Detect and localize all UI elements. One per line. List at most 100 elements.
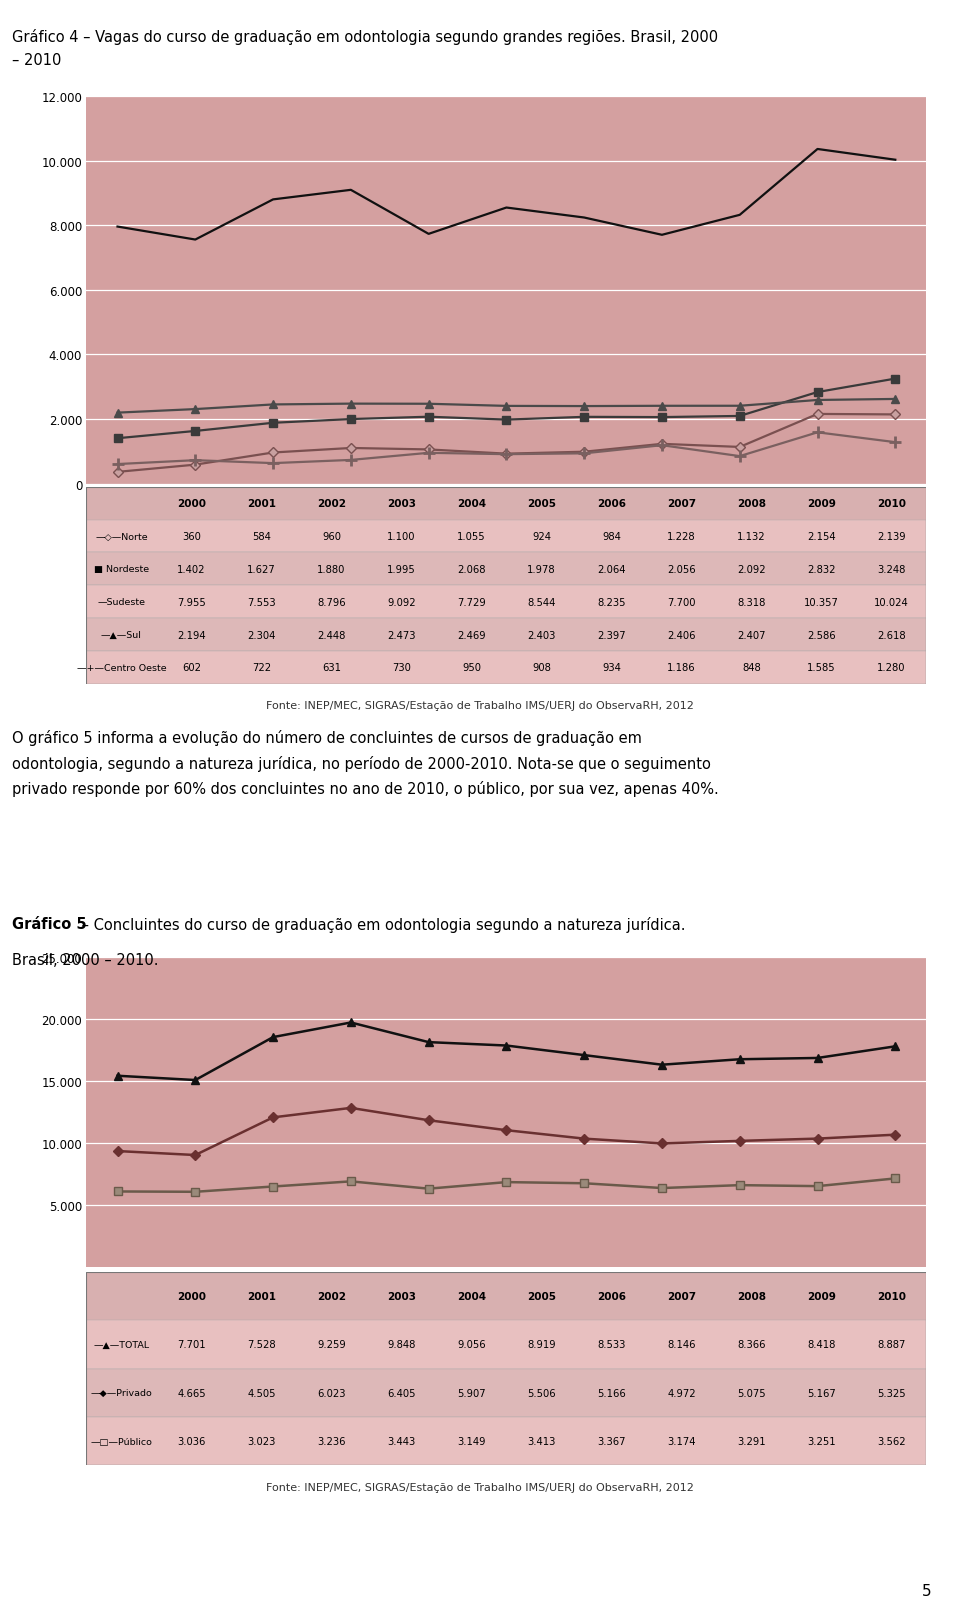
Text: 950: 950: [462, 663, 481, 673]
Bar: [86, 520, 926, 554]
Text: 9.092: 9.092: [387, 597, 416, 607]
Text: 2005: 2005: [527, 1291, 556, 1301]
Text: 3.562: 3.562: [877, 1436, 905, 1446]
Text: 984: 984: [602, 531, 621, 542]
Text: 3.023: 3.023: [248, 1436, 276, 1446]
Text: Brasil, 2000 – 2010.: Brasil, 2000 – 2010.: [12, 952, 158, 967]
Text: 3.291: 3.291: [737, 1436, 766, 1446]
Text: 2008: 2008: [737, 499, 766, 508]
Text: 1.402: 1.402: [178, 565, 205, 575]
Text: 2010: 2010: [876, 1291, 906, 1301]
Text: 4.972: 4.972: [667, 1388, 696, 1398]
Text: 2000: 2000: [177, 499, 205, 508]
Text: 2.064: 2.064: [597, 565, 626, 575]
Text: 7.528: 7.528: [247, 1340, 276, 1349]
Text: 2004: 2004: [457, 499, 486, 508]
Text: 3.367: 3.367: [597, 1436, 626, 1446]
Text: 2.469: 2.469: [457, 629, 486, 641]
Text: ■ Nordeste: ■ Nordeste: [94, 565, 149, 575]
Text: 8.533: 8.533: [597, 1340, 626, 1349]
Text: —▲—TOTAL: —▲—TOTAL: [93, 1340, 150, 1349]
Text: 6.405: 6.405: [387, 1388, 416, 1398]
Text: 2005: 2005: [527, 499, 556, 508]
Text: 8.796: 8.796: [317, 597, 346, 607]
Text: 8.887: 8.887: [877, 1340, 905, 1349]
Bar: [86, 1369, 926, 1417]
Text: 5.167: 5.167: [807, 1388, 836, 1398]
Text: 7.955: 7.955: [177, 597, 205, 607]
Text: 4.665: 4.665: [177, 1388, 205, 1398]
Bar: [86, 618, 926, 652]
Text: 1.978: 1.978: [527, 565, 556, 575]
Bar: [86, 1272, 926, 1320]
Text: 584: 584: [252, 531, 271, 542]
Text: 3.413: 3.413: [527, 1436, 556, 1446]
Text: 3.443: 3.443: [387, 1436, 416, 1446]
Text: 3.236: 3.236: [317, 1436, 346, 1446]
Text: 2004: 2004: [457, 1291, 486, 1301]
Text: 1.995: 1.995: [387, 565, 416, 575]
Text: —+—Centro Oeste: —+—Centro Oeste: [77, 663, 166, 673]
Text: – Concluintes do curso de graduação em odontologia segundo a natureza jurídica.: – Concluintes do curso de graduação em o…: [77, 917, 685, 933]
Text: 2.139: 2.139: [877, 531, 905, 542]
Text: 3.248: 3.248: [877, 565, 905, 575]
Text: 2.618: 2.618: [877, 629, 905, 641]
Bar: [86, 586, 926, 618]
Text: 8.146: 8.146: [667, 1340, 696, 1349]
Text: 8.919: 8.919: [527, 1340, 556, 1349]
Text: 7.729: 7.729: [457, 597, 486, 607]
Text: 2001: 2001: [247, 499, 276, 508]
Text: 908: 908: [532, 663, 551, 673]
Text: —◇—Norte: —◇—Norte: [95, 533, 148, 541]
Bar: [86, 1417, 926, 1466]
Text: 2.056: 2.056: [667, 565, 696, 575]
Bar: [86, 487, 926, 520]
Text: 2.092: 2.092: [737, 565, 766, 575]
Text: 8.418: 8.418: [807, 1340, 835, 1349]
Text: 5.166: 5.166: [597, 1388, 626, 1398]
Text: 9.056: 9.056: [457, 1340, 486, 1349]
Text: 1.100: 1.100: [387, 531, 416, 542]
Bar: [86, 554, 926, 586]
Text: 924: 924: [532, 531, 551, 542]
Text: 2.403: 2.403: [527, 629, 556, 641]
Text: 7.700: 7.700: [667, 597, 696, 607]
Text: Fonte: INEP/MEC, SIGRAS/Estação de Trabalho IMS/UERJ do ObservaRH, 2012: Fonte: INEP/MEC, SIGRAS/Estação de Traba…: [266, 700, 694, 710]
Text: 2003: 2003: [387, 1291, 416, 1301]
Text: 2.448: 2.448: [317, 629, 346, 641]
Text: —◆—Privado: —◆—Privado: [90, 1388, 153, 1398]
Text: 848: 848: [742, 663, 760, 673]
Text: 7.553: 7.553: [247, 597, 276, 607]
Text: 8.235: 8.235: [597, 597, 626, 607]
Text: 3.036: 3.036: [178, 1436, 205, 1446]
Text: 5.075: 5.075: [737, 1388, 766, 1398]
Text: 7.701: 7.701: [177, 1340, 205, 1349]
Text: 1.585: 1.585: [807, 663, 836, 673]
Text: 4.505: 4.505: [247, 1388, 276, 1398]
Text: 5: 5: [922, 1583, 931, 1598]
Text: 1.880: 1.880: [317, 565, 346, 575]
Text: 1.627: 1.627: [247, 565, 276, 575]
Text: 2006: 2006: [597, 1291, 626, 1301]
Text: – 2010: – 2010: [12, 53, 60, 68]
Text: 2.586: 2.586: [807, 629, 836, 641]
Text: 1.280: 1.280: [877, 663, 905, 673]
Text: 5.506: 5.506: [527, 1388, 556, 1398]
Text: 8.318: 8.318: [737, 597, 765, 607]
Text: 1.228: 1.228: [667, 531, 696, 542]
Text: Fonte: INEP/MEC, SIGRAS/Estação de Trabalho IMS/UERJ do ObservaRH, 2012: Fonte: INEP/MEC, SIGRAS/Estação de Traba…: [266, 1482, 694, 1491]
Text: 2002: 2002: [317, 1291, 346, 1301]
Text: 2007: 2007: [667, 1291, 696, 1301]
Text: 960: 960: [322, 531, 341, 542]
Text: O gráfico 5 informa a evolução do número de concluintes de cursos de graduação e: O gráfico 5 informa a evolução do número…: [12, 730, 718, 797]
Text: 2009: 2009: [807, 1291, 836, 1301]
Bar: [86, 1320, 926, 1369]
Text: 2.154: 2.154: [807, 531, 836, 542]
Text: 2.397: 2.397: [597, 629, 626, 641]
Text: 2.304: 2.304: [248, 629, 276, 641]
Text: 6.023: 6.023: [317, 1388, 346, 1398]
Text: 2009: 2009: [807, 499, 836, 508]
Text: 1.186: 1.186: [667, 663, 696, 673]
Text: —▲—Sul: —▲—Sul: [101, 631, 142, 639]
Text: 1.055: 1.055: [457, 531, 486, 542]
